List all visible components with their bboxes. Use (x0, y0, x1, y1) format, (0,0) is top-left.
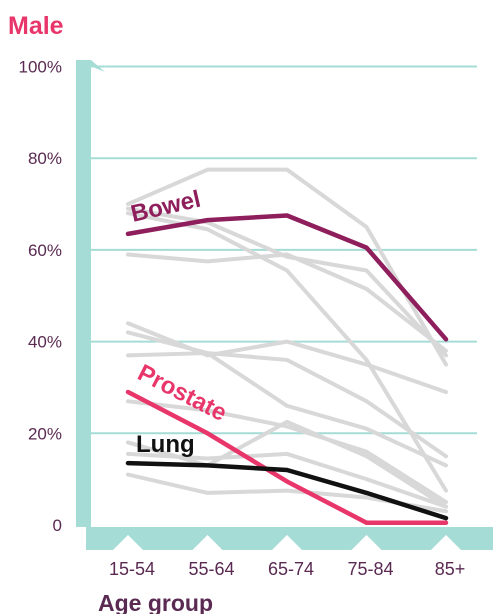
chart-title: Male (8, 12, 64, 40)
axes (76, 60, 493, 550)
x-tick-label: 85+ (435, 559, 466, 579)
series-line-lung (125, 460, 449, 521)
y-tick-label: 40% (28, 333, 62, 352)
series-line-other (126, 206, 448, 358)
x-axis-notch (351, 535, 382, 550)
x-axis-notch (431, 535, 461, 550)
series-line-other (126, 330, 448, 459)
series-label-prostate: Prostate (133, 359, 231, 427)
y-tick-label: 20% (28, 424, 62, 443)
series-line-other (126, 167, 448, 367)
x-tick-labels: 15-54 55-64 65-74 75-84 85+ (109, 559, 465, 579)
series-line-prostate (125, 389, 449, 525)
y-tick-label: 80% (28, 149, 62, 168)
x-axis-notch (113, 535, 143, 550)
x-tick-label: 65-74 (268, 559, 314, 579)
series-line-bowel (125, 213, 449, 342)
y-tick-label: 0 (53, 516, 62, 535)
y-tick-label: 100% (19, 58, 62, 77)
series-line-other (126, 351, 448, 468)
x-axis-notch (272, 535, 302, 550)
series-line-other (126, 399, 448, 505)
series-line-other (126, 451, 448, 509)
x-tick-label: 55-64 (188, 559, 234, 579)
y-axis-cap (76, 60, 105, 72)
series-lines (125, 167, 449, 525)
x-tick-label: 75-84 (347, 559, 393, 579)
x-axis-notches (113, 535, 461, 550)
x-axis-notch (192, 535, 223, 550)
y-tick-labels: 0 20% 40% 60% 80% 100% (19, 58, 62, 536)
x-axis-label: Age group (98, 590, 213, 614)
series-label-lung: Lung (136, 431, 195, 458)
x-tick-label: 15-54 (109, 559, 155, 579)
y-tick-label: 60% (28, 241, 62, 260)
y-axis-bar (76, 60, 91, 527)
series-line-other (126, 252, 448, 353)
